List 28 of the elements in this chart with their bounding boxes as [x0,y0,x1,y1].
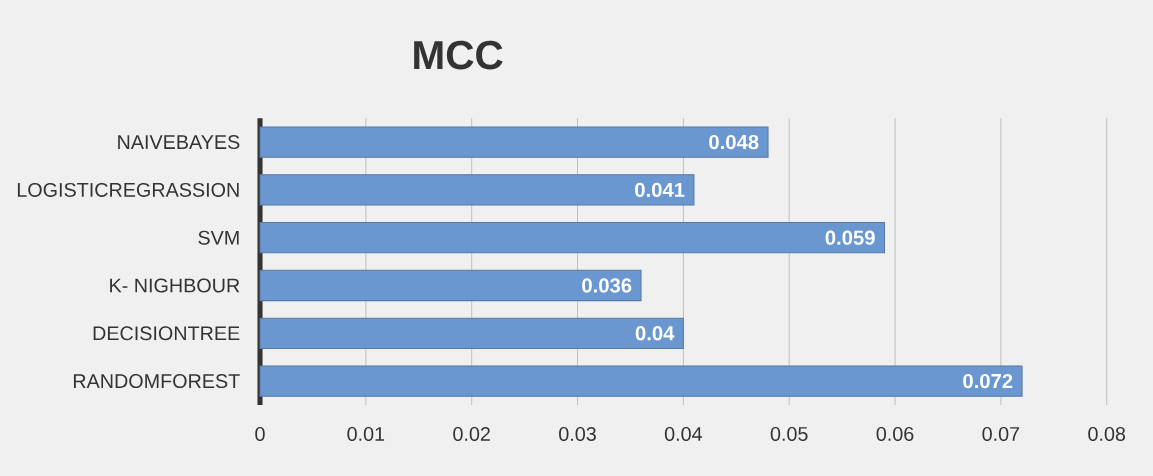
bar [259,126,769,158]
y-tick-label: NAIVEBAYES [118,135,240,150]
x-tick-label: 0.07 [982,426,1020,441]
x-tick-label: 0.04 [664,426,703,441]
x-tick-label: 0.03 [559,426,596,441]
data-label: 0.072 [963,373,1013,389]
bar [259,269,642,302]
bar [259,174,695,206]
data-label: 0.048 [709,134,759,150]
data-label: 0.059 [825,230,875,245]
data-label: 0.04 [635,326,675,341]
bar [259,317,684,349]
data-label: 0.036 [582,278,632,293]
x-tick-label: 0.05 [770,426,808,441]
x-tick-label: 0.06 [876,426,914,441]
x-tick-label: 0 [255,426,265,441]
y-tick-label: SVM [198,230,239,245]
x-tick-label: 0.08 [1088,426,1126,441]
data-label: 0.041 [635,182,685,198]
y-tick-label: RANDOMFOREST [73,374,240,389]
x-tick-label: 0.02 [453,426,490,441]
bar [259,365,1023,397]
y-tick-label: DECISIONTREE [93,326,240,341]
chart-title: MCC [414,40,503,70]
y-tick-label: K- NIGHBOUR [110,278,240,293]
y-tick-label: LOGISTICREGRASSION [17,182,239,197]
bar [259,222,885,254]
x-tick-label: 0.01 [347,426,385,441]
